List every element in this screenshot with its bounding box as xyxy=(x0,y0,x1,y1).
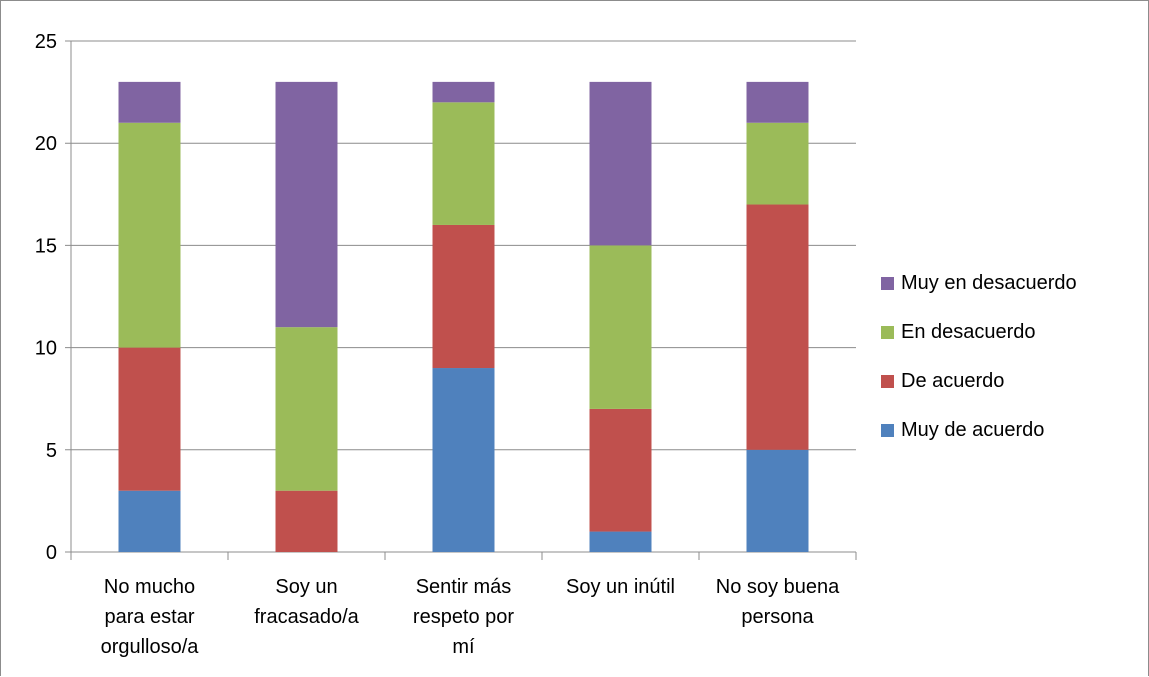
x-category-label: mí xyxy=(452,636,475,658)
bar-segment xyxy=(746,81,809,123)
legend-swatch xyxy=(881,424,894,437)
bar-segment xyxy=(118,122,181,348)
legend-label: Muy de acuerdo xyxy=(901,419,1045,441)
y-tick-label: 10 xyxy=(35,338,57,360)
legend-item: En desacuerdo xyxy=(881,308,1077,357)
x-category-label: Soy un xyxy=(275,576,337,598)
legend-item: Muy de acuerdo xyxy=(881,406,1077,455)
y-tick-label: 5 xyxy=(46,440,57,462)
bar-segment xyxy=(118,81,181,123)
bar-segment xyxy=(118,347,181,491)
bar-segment xyxy=(432,81,495,103)
bar-segment xyxy=(275,81,338,328)
bar-segment xyxy=(432,102,495,225)
bar-segment xyxy=(589,531,652,552)
x-category-label: No soy buena xyxy=(716,576,840,598)
bar-segment xyxy=(432,224,495,369)
bar-segment xyxy=(746,122,809,205)
x-category-label: fracasado/a xyxy=(254,606,359,628)
bar-segment xyxy=(746,204,809,450)
y-tick-label: 20 xyxy=(35,133,57,155)
bar-segment xyxy=(275,490,338,552)
legend-item: Muy en desacuerdo xyxy=(881,259,1077,308)
x-category-label: Sentir más xyxy=(416,576,512,598)
bar-segment xyxy=(432,368,495,552)
legend-label: Muy en desacuerdo xyxy=(901,272,1077,294)
legend: Muy en desacuerdo En desacuerdo De acuerdo… xyxy=(881,259,1077,455)
x-category-label: No mucho xyxy=(104,576,195,598)
legend-item: De acuerdo xyxy=(881,357,1077,406)
y-tick-label: 0 xyxy=(46,542,57,564)
x-category-label: persona xyxy=(741,606,814,628)
bar-segment xyxy=(589,81,652,246)
bar-segment xyxy=(118,490,181,552)
x-category-label: para estar xyxy=(104,606,194,628)
bar-segment xyxy=(589,408,652,532)
x-category-label: Soy un inútil xyxy=(566,576,675,598)
legend-swatch xyxy=(881,277,894,290)
legend-swatch xyxy=(881,375,894,388)
legend-label: De acuerdo xyxy=(901,370,1005,392)
x-category-label: respeto por xyxy=(413,606,515,628)
bar-segment xyxy=(589,245,652,409)
legend-label: En desacuerdo xyxy=(901,321,1036,343)
x-category-label: orgulloso/a xyxy=(101,636,200,658)
legend-swatch xyxy=(881,326,894,339)
bar-segment xyxy=(275,327,338,491)
y-tick-label: 25 xyxy=(35,31,57,53)
bar-segment xyxy=(746,449,809,552)
y-tick-label: 15 xyxy=(35,235,57,257)
